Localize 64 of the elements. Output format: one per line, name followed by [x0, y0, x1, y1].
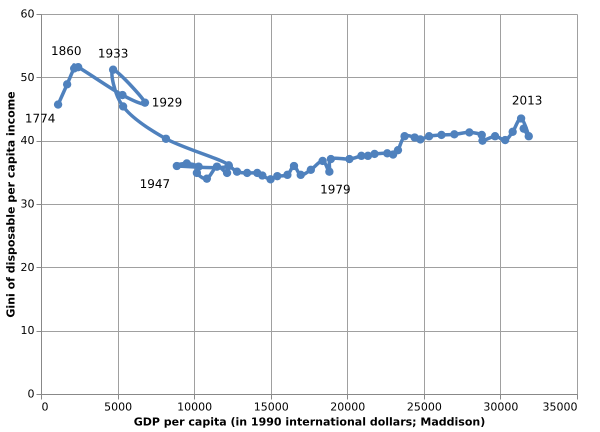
y-tick-label: 60	[20, 8, 34, 20]
point	[296, 170, 305, 180]
point	[222, 168, 232, 178]
point	[140, 98, 150, 107]
x-tick-label: 35000	[542, 400, 578, 414]
point	[318, 156, 327, 166]
annotation: 1947	[140, 177, 170, 191]
point	[450, 130, 459, 139]
x-tick-label: 30000	[483, 400, 518, 414]
x-tick-label: 20000	[330, 400, 366, 414]
point	[290, 162, 298, 170]
point	[370, 150, 379, 158]
point	[394, 146, 402, 154]
point	[520, 124, 528, 133]
point	[62, 80, 72, 88]
point	[283, 170, 292, 180]
y-axis-title: Gini of disposable per capita income	[4, 91, 18, 318]
point	[516, 114, 526, 123]
point	[258, 171, 266, 180]
point	[465, 128, 474, 137]
point	[400, 132, 409, 140]
y-tick-label: 20	[20, 260, 34, 274]
point	[118, 102, 128, 111]
point	[508, 128, 517, 136]
point	[232, 168, 242, 176]
annotation: 1929	[152, 96, 182, 110]
x-tick-label: 15000	[254, 400, 289, 414]
point	[345, 154, 354, 164]
y-tick-label: 50	[20, 70, 34, 84]
point	[524, 132, 533, 140]
point	[202, 174, 212, 183]
point	[108, 66, 118, 74]
point	[172, 162, 182, 170]
point	[364, 152, 372, 160]
point	[242, 168, 252, 178]
x-tick-label: 25000	[406, 400, 442, 414]
annotation: 2013	[512, 94, 542, 108]
point	[54, 100, 62, 109]
y-tick-label: 40	[20, 134, 34, 148]
point	[162, 134, 170, 143]
point	[192, 168, 202, 178]
annotation: 1774	[24, 112, 56, 126]
point	[424, 132, 434, 140]
y-tick-label: 10	[20, 324, 34, 338]
x-tick-label: 0	[42, 400, 48, 414]
point	[437, 130, 446, 140]
point	[306, 166, 316, 174]
point	[266, 175, 275, 184]
x-tick-label: 5000	[104, 400, 132, 414]
annotation: 1979	[320, 182, 351, 197]
point	[325, 168, 334, 176]
point	[490, 132, 500, 140]
annotation: 1933	[98, 46, 128, 61]
x-tick-label: 10000	[177, 400, 212, 414]
x-axis-title: GDP per capita (in 1990 international dollars; Maddison)	[134, 416, 486, 428]
point	[416, 135, 425, 144]
point	[212, 162, 222, 171]
point	[326, 154, 336, 164]
annotation: 1860	[50, 44, 82, 58]
y-tick-label: 30	[20, 198, 34, 210]
y-tick-label: 0	[28, 388, 34, 400]
point	[273, 172, 282, 180]
point	[118, 90, 127, 100]
point	[500, 136, 510, 144]
